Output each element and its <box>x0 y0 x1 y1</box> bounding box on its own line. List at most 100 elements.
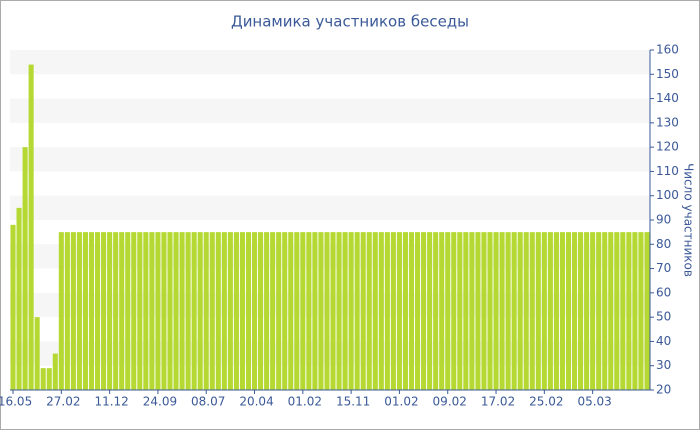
x-tick-label: 01.02 <box>384 395 418 409</box>
x-tick-label: 11.12 <box>94 395 128 409</box>
y-tick-label: 150 <box>656 67 679 81</box>
bar <box>149 232 155 390</box>
bar <box>626 232 632 390</box>
bar <box>505 232 511 390</box>
bar <box>596 232 602 390</box>
bar <box>215 232 221 390</box>
bar <box>336 232 342 390</box>
bar <box>245 232 252 390</box>
bar <box>584 232 590 390</box>
y-tick-label: 160 <box>656 43 679 57</box>
bar <box>481 232 487 390</box>
bar <box>324 232 330 390</box>
bar <box>143 232 149 390</box>
bar <box>233 232 239 390</box>
y-tick-label: 20 <box>656 383 671 397</box>
bar <box>251 232 258 390</box>
bar <box>227 232 233 390</box>
bar <box>390 232 396 390</box>
bar <box>439 232 445 390</box>
bar <box>547 232 553 390</box>
bar <box>433 232 439 390</box>
x-tick-label: 24.09 <box>143 395 177 409</box>
bar <box>28 64 34 391</box>
bar <box>191 232 197 390</box>
bar <box>16 207 22 390</box>
bar <box>457 232 463 390</box>
bar <box>493 232 499 390</box>
grid-band <box>10 195 650 220</box>
bar <box>113 232 119 390</box>
bar <box>541 232 547 390</box>
bar <box>125 232 131 390</box>
x-tick-label: 17.02 <box>481 395 515 409</box>
bar <box>559 232 565 390</box>
bar <box>529 232 535 390</box>
bar <box>602 232 608 390</box>
bar <box>475 232 481 390</box>
bar <box>58 232 64 390</box>
bar <box>445 232 451 390</box>
bar <box>306 232 312 390</box>
bar <box>378 232 384 390</box>
bar <box>372 232 378 390</box>
bar <box>203 232 209 390</box>
grid-band <box>10 147 650 172</box>
bar <box>354 232 360 390</box>
bar <box>64 232 70 390</box>
x-tick-label: 25.02 <box>529 395 563 409</box>
bar <box>421 232 427 390</box>
grid-band <box>10 98 650 123</box>
y-tick-label: 30 <box>656 358 671 372</box>
bar <box>427 232 433 390</box>
bar <box>402 232 409 390</box>
y-tick-label: 70 <box>656 261 671 275</box>
bar <box>107 232 113 390</box>
x-tick-label: 05.03 <box>577 395 611 409</box>
bar <box>571 232 578 390</box>
bar <box>517 232 523 390</box>
bar <box>209 232 215 390</box>
bar <box>46 368 52 390</box>
x-tick-label: 08.07 <box>191 395 225 409</box>
bar <box>487 232 493 390</box>
bar <box>270 232 276 390</box>
bar <box>34 317 40 390</box>
bar <box>221 232 227 390</box>
bar <box>52 353 58 390</box>
y-tick-label: 60 <box>656 285 671 299</box>
bar <box>197 232 203 390</box>
bar <box>469 232 475 390</box>
bar <box>342 232 348 390</box>
bar <box>88 232 95 390</box>
grid-band <box>10 50 650 75</box>
y-tick-label: 100 <box>656 188 679 202</box>
bar <box>614 232 620 390</box>
bar <box>173 232 179 390</box>
bar <box>318 232 324 390</box>
bar <box>276 232 282 390</box>
bar <box>294 232 300 390</box>
y-tick-label: 140 <box>656 91 679 105</box>
bar <box>101 232 107 390</box>
bar <box>131 232 137 390</box>
bar <box>70 232 76 390</box>
bar <box>511 232 517 390</box>
bar <box>366 232 372 390</box>
x-tick-label: 01.02 <box>288 395 322 409</box>
x-tick-label: 09.02 <box>433 395 467 409</box>
bar <box>463 232 469 390</box>
chart-title: Динамика участников беседы <box>231 13 469 31</box>
bar <box>330 232 336 390</box>
bar <box>185 232 191 390</box>
bar <box>535 232 541 390</box>
x-tick-label: 27.02 <box>46 395 80 409</box>
bar <box>10 224 16 390</box>
y-axis-label: Число участников <box>682 163 696 277</box>
x-tick-label: 20.04 <box>239 395 273 409</box>
bar <box>638 232 644 390</box>
bar <box>264 232 270 390</box>
bar <box>360 232 366 390</box>
x-tick-label: 16.05 <box>0 395 32 409</box>
bar <box>523 232 529 390</box>
